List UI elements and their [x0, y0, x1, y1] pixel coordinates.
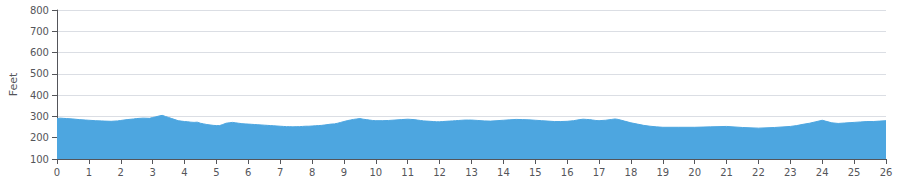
svg-text:11: 11	[401, 167, 414, 178]
svg-text:5: 5	[213, 167, 219, 178]
svg-text:23: 23	[784, 167, 797, 178]
svg-text:Feet: Feet	[7, 72, 20, 96]
svg-text:25: 25	[848, 167, 861, 178]
svg-text:2: 2	[118, 167, 124, 178]
svg-text:15: 15	[529, 167, 542, 178]
svg-text:22: 22	[752, 167, 765, 178]
svg-text:6: 6	[245, 167, 251, 178]
svg-text:9: 9	[341, 167, 347, 178]
svg-text:18: 18	[625, 167, 638, 178]
svg-text:3: 3	[149, 167, 155, 178]
svg-text:21: 21	[720, 167, 733, 178]
svg-text:19: 19	[656, 167, 669, 178]
svg-text:4: 4	[181, 167, 187, 178]
svg-text:12: 12	[433, 167, 446, 178]
svg-text:8: 8	[309, 167, 315, 178]
svg-text:17: 17	[593, 167, 606, 178]
svg-text:10: 10	[369, 167, 382, 178]
svg-text:300: 300	[30, 111, 49, 122]
svg-text:800: 800	[30, 5, 49, 16]
svg-text:16: 16	[561, 167, 574, 178]
svg-text:7: 7	[277, 167, 283, 178]
svg-text:1: 1	[86, 167, 92, 178]
svg-text:200: 200	[30, 132, 49, 143]
svg-text:700: 700	[30, 26, 49, 37]
svg-text:400: 400	[30, 90, 49, 101]
svg-text:500: 500	[30, 68, 49, 79]
svg-text:600: 600	[30, 47, 49, 58]
svg-text:0: 0	[54, 167, 60, 178]
svg-text:14: 14	[497, 167, 510, 178]
svg-text:24: 24	[816, 167, 829, 178]
svg-text:26: 26	[880, 167, 893, 178]
svg-text:20: 20	[688, 167, 701, 178]
svg-text:100: 100	[30, 154, 49, 165]
svg-text:13: 13	[465, 167, 478, 178]
